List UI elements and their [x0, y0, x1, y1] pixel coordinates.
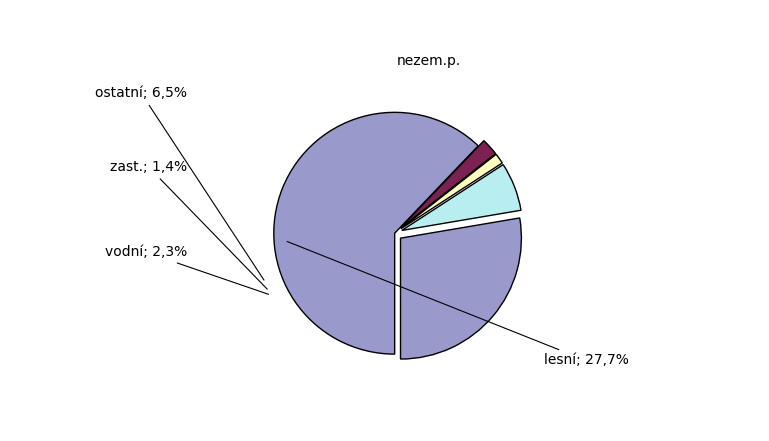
- Text: nezem.p.: nezem.p.: [397, 54, 461, 68]
- Wedge shape: [401, 141, 495, 228]
- Text: zast.; 1,4%: zast.; 1,4%: [110, 160, 268, 289]
- Text: lesní; 27,7%: lesní; 27,7%: [287, 242, 628, 367]
- Wedge shape: [401, 164, 521, 231]
- Text: ostatní; 6,5%: ostatní; 6,5%: [95, 86, 264, 280]
- Wedge shape: [274, 112, 478, 354]
- Wedge shape: [401, 218, 521, 359]
- Text: vodní; 2,3%: vodní; 2,3%: [105, 245, 268, 294]
- Wedge shape: [401, 154, 502, 229]
